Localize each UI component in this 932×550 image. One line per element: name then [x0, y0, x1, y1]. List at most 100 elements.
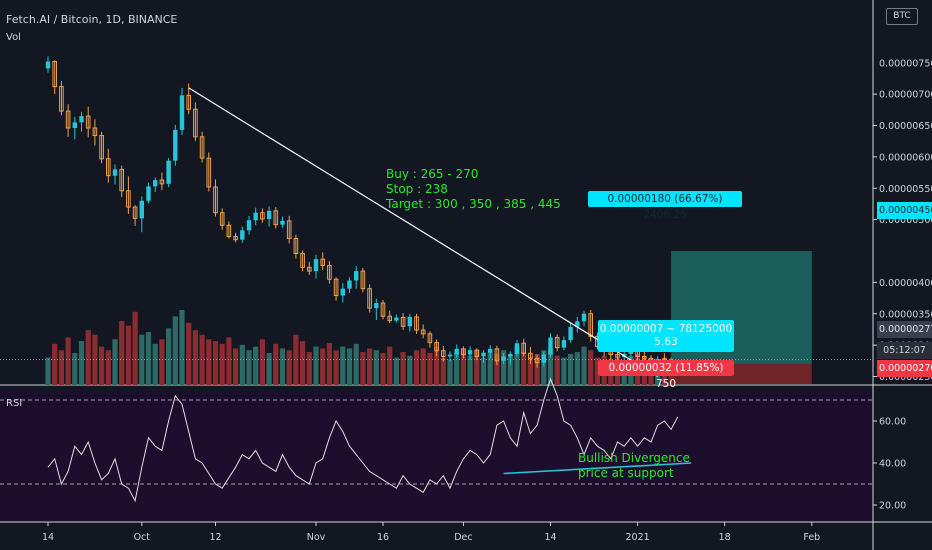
volume-bar — [360, 352, 366, 385]
volume-bar — [326, 342, 332, 385]
candle-body — [132, 206, 138, 219]
volume-bar — [494, 353, 500, 385]
candle — [347, 277, 352, 294]
candle — [300, 250, 305, 272]
candle-body — [327, 264, 332, 280]
volume-bar — [581, 346, 587, 385]
price-tick-label: 0.00000650 — [879, 121, 932, 132]
volume-bar — [568, 353, 574, 385]
volume-bar — [159, 339, 165, 385]
volume-bar — [125, 325, 131, 385]
volume-bar — [279, 348, 286, 385]
candle-body — [206, 157, 212, 188]
candle-body — [642, 355, 647, 359]
candle — [186, 83, 191, 115]
candle-body — [233, 236, 238, 241]
volume-bar — [145, 331, 152, 385]
candle-body — [266, 210, 272, 219]
volume-bar — [413, 350, 420, 385]
volume-bar — [387, 346, 393, 385]
candle-body — [213, 186, 218, 214]
candle-body — [253, 212, 258, 221]
volume-bar — [58, 350, 64, 385]
price-tick-label: 0.00000600 — [879, 152, 932, 163]
volume-bar — [480, 357, 487, 385]
volume-bar — [320, 348, 326, 385]
candle — [240, 226, 245, 243]
volume-bar — [112, 339, 118, 385]
volume-bar — [380, 352, 386, 385]
candle-body — [260, 212, 265, 220]
candle-body — [501, 356, 506, 361]
volume-bar — [172, 316, 178, 385]
candle — [501, 353, 506, 364]
volume-indicator-label[interactable]: Vol — [6, 32, 21, 43]
volume-bar — [407, 355, 413, 385]
candle — [119, 165, 125, 198]
volume-bar — [346, 348, 353, 385]
candle-body — [581, 313, 587, 322]
volume-bar — [72, 352, 78, 385]
candle-body — [159, 179, 165, 185]
candle-body — [461, 348, 466, 356]
candle — [219, 208, 225, 230]
candle-body — [79, 116, 84, 123]
rsi-indicator-label[interactable]: RSI — [6, 398, 23, 409]
volume-bar — [454, 352, 460, 385]
candle-body — [561, 340, 567, 348]
candle-body — [655, 358, 660, 361]
candle-body — [481, 352, 486, 357]
volume-bar — [219, 343, 225, 385]
volume-bar — [588, 350, 594, 385]
candle-body — [45, 61, 51, 69]
candle-body — [380, 302, 386, 317]
candle — [139, 196, 144, 233]
candle — [354, 266, 359, 289]
candle-body — [374, 303, 379, 309]
candle — [320, 252, 325, 270]
candle — [273, 207, 279, 229]
candle — [199, 131, 205, 163]
volume-bar — [467, 355, 473, 385]
volume-bar — [45, 357, 51, 385]
candle-body — [240, 230, 245, 240]
candle — [166, 158, 171, 187]
candle — [588, 309, 594, 342]
time-tick-label: 2021 — [626, 532, 650, 543]
candle-body — [139, 200, 144, 219]
candle — [642, 350, 647, 361]
candle-body — [166, 160, 171, 184]
candle-body — [434, 342, 439, 352]
volume-bar — [534, 353, 540, 385]
price-tick-label: 0.00000400 — [879, 278, 932, 289]
candle — [85, 106, 91, 138]
candle-body — [226, 224, 232, 238]
volume-bar — [393, 357, 399, 385]
time-tick-label: Dec — [454, 532, 472, 543]
candle-body — [508, 353, 513, 357]
volume-bar — [199, 334, 205, 385]
candle-body — [112, 169, 118, 176]
stop-price-tag: 0.00000270 — [877, 360, 932, 377]
candle — [179, 87, 185, 135]
candle-body — [99, 135, 104, 160]
volume-bar — [212, 341, 219, 385]
volume-bar — [367, 348, 373, 385]
price-tick-label-partial: 0.00000750 — [879, 58, 932, 69]
candle — [461, 346, 466, 359]
candle-body — [488, 348, 493, 353]
candle — [106, 148, 111, 183]
currency-button[interactable]: BTC — [886, 8, 918, 25]
candle-body — [173, 129, 178, 161]
candle-body — [441, 350, 446, 357]
volume-bar — [313, 346, 319, 385]
rsi-pane — [0, 391, 873, 522]
volume-bar — [306, 352, 312, 385]
candle — [581, 310, 587, 327]
candle — [193, 102, 198, 142]
volume-bar — [166, 328, 172, 385]
volume-bar — [474, 350, 480, 385]
candle — [528, 347, 533, 364]
candle-body — [534, 357, 540, 364]
